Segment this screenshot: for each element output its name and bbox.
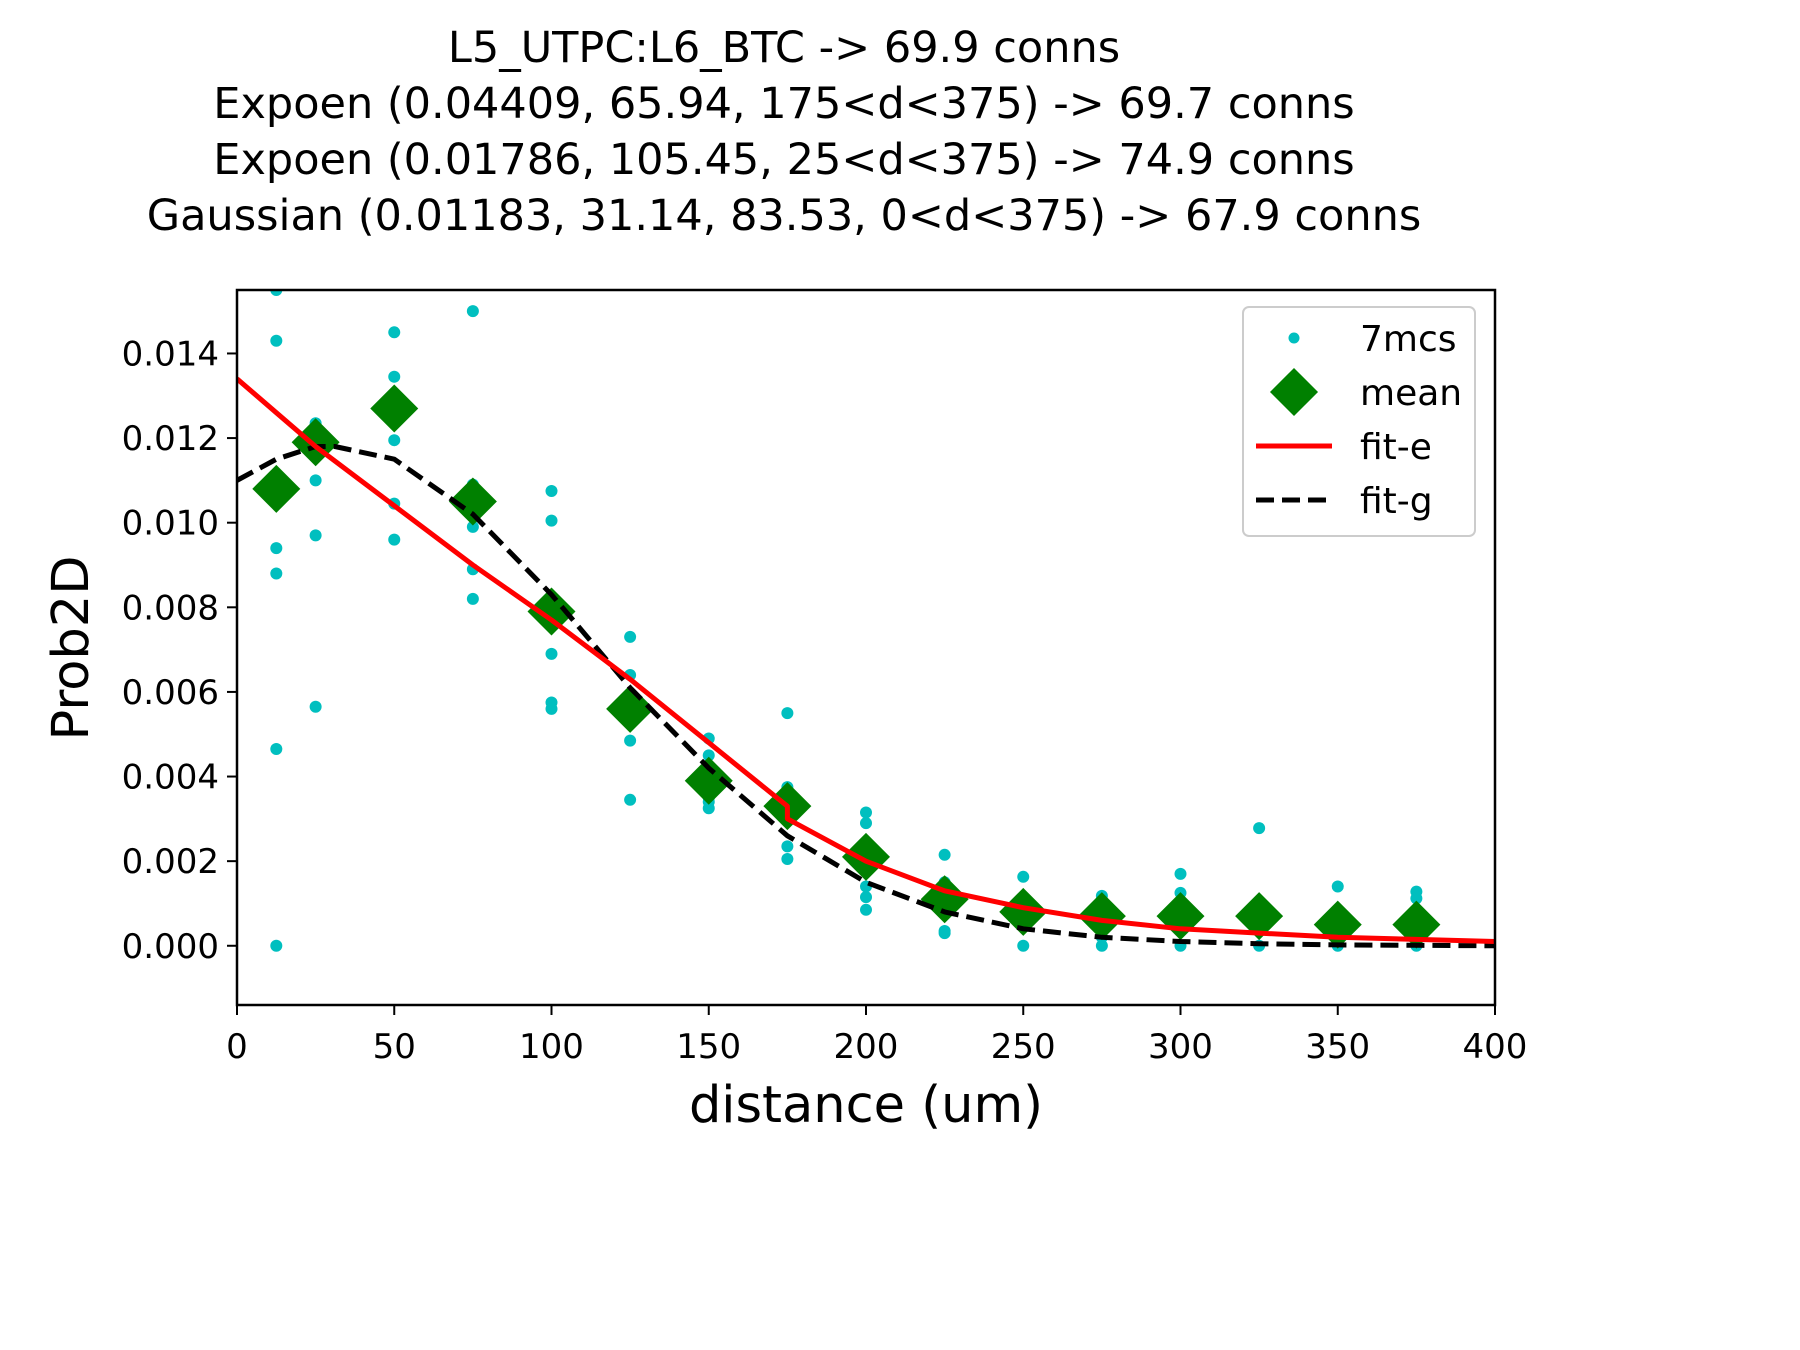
data-point-7mcs <box>702 802 715 815</box>
data-point-7mcs <box>270 290 283 296</box>
data-point-7mcs <box>545 484 558 497</box>
legend-marker-points <box>1288 332 1300 344</box>
data-point-7mcs <box>270 334 283 347</box>
data-point-7mcs <box>624 630 637 643</box>
x-tick-label: 50 <box>373 1027 416 1067</box>
data-point-7mcs <box>624 793 637 806</box>
data-point-7mcs <box>860 903 872 916</box>
mean-marker <box>527 587 576 636</box>
y-axis-label: Prob2D <box>42 556 101 741</box>
title-line-1: L5_UTPC:L6_BTC -> 69.9 conns <box>448 23 1120 73</box>
mean-marker <box>448 477 497 526</box>
data-point-7mcs <box>545 702 558 715</box>
data-point-7mcs <box>388 533 401 546</box>
x-tick-label: 0 <box>226 1027 248 1067</box>
data-point-7mcs <box>466 305 479 318</box>
title-line-3: Expoen (0.01786, 105.45, 25<d<375) -> 74… <box>213 135 1354 185</box>
plot-content <box>237 290 1495 952</box>
data-point-7mcs <box>270 542 283 555</box>
data-point-7mcs <box>1095 939 1108 952</box>
y-tick-label: 0.010 <box>122 504 219 544</box>
data-point-7mcs <box>938 848 951 861</box>
data-point-7mcs <box>781 840 794 853</box>
data-point-7mcs <box>388 326 401 339</box>
y-tick-label: 0.006 <box>122 673 219 713</box>
data-point-7mcs <box>388 370 401 383</box>
data-point-7mcs <box>270 567 283 580</box>
data-point-7mcs <box>1017 870 1030 883</box>
y-axis-ticks: 0.000 0.002 0.004 0.006 0.008 0.010 0.012 0.014 <box>122 334 237 967</box>
x-tick-label: 400 <box>1463 1027 1528 1067</box>
mean-marker <box>684 756 733 805</box>
x-axis-ticks: 0 50 100 150 200 250 300 350 400 <box>226 1005 1527 1067</box>
mean-marker <box>1235 892 1284 941</box>
data-point-7mcs <box>624 734 637 747</box>
x-tick-label: 150 <box>676 1027 741 1067</box>
data-point-7mcs <box>1331 880 1344 893</box>
data-point-7mcs <box>1253 822 1266 835</box>
data-point-7mcs <box>1017 939 1030 952</box>
fit-e-line <box>237 376 1495 944</box>
mean-marker <box>1156 892 1205 941</box>
data-point-7mcs <box>545 647 558 660</box>
data-point-7mcs <box>545 514 558 527</box>
data-point-7mcs <box>270 743 283 756</box>
data-point-7mcs <box>466 520 479 533</box>
x-tick-label: 250 <box>991 1027 1056 1067</box>
data-point-7mcs <box>309 529 322 542</box>
data-point-7mcs <box>309 474 322 487</box>
mean-marker <box>1077 892 1126 941</box>
legend-label-points: 7mcs <box>1360 319 1457 360</box>
legend-label-mean: mean <box>1360 373 1462 414</box>
mean-marker <box>842 832 890 881</box>
data-point-7mcs <box>860 817 872 830</box>
data-point-7mcs <box>781 853 794 866</box>
data-point-7mcs <box>781 707 794 720</box>
mean-marker <box>252 464 301 513</box>
legend: 7mcs mean fit-e fit-g <box>1242 306 1476 537</box>
x-tick-label: 350 <box>1305 1027 1370 1067</box>
data-point-7mcs <box>860 806 872 819</box>
legend-label-fit-g: fit-g <box>1360 481 1433 522</box>
y-tick-label: 0.012 <box>122 419 219 459</box>
y-tick-label: 0.000 <box>122 927 219 967</box>
x-axis-label: distance (um) <box>689 1076 1043 1135</box>
legend-label-fit-e: fit-e <box>1360 427 1432 468</box>
mean-marker <box>1313 900 1362 949</box>
fit-g-line <box>237 444 1495 949</box>
y-tick-label: 0.002 <box>122 842 219 882</box>
y-tick-label: 0.014 <box>122 334 219 374</box>
data-point-7mcs <box>702 749 715 762</box>
y-tick-label: 0.008 <box>122 588 219 628</box>
x-tick-label: 300 <box>1148 1027 1213 1067</box>
data-point-7mcs <box>388 434 401 447</box>
data-point-7mcs <box>938 927 951 940</box>
data-point-7mcs <box>466 592 479 605</box>
title-line-2: Expoen (0.04409, 65.94, 175<d<375) -> 69… <box>213 79 1354 129</box>
mean-marker <box>999 887 1048 936</box>
data-point-7mcs <box>1174 867 1187 880</box>
legend-box <box>1242 306 1476 537</box>
mean-marker <box>370 384 419 433</box>
y-tick-label: 0.004 <box>122 758 219 798</box>
title-line-4: Gaussian (0.01183, 31.14, 83.53, 0<d<375… <box>147 191 1421 241</box>
data-point-7mcs <box>309 700 322 713</box>
chart-title: L5_UTPC:L6_BTC -> 69.9 conns Expoen (0.0… <box>147 23 1421 241</box>
x-tick-label: 200 <box>834 1027 899 1067</box>
data-point-7mcs <box>1410 892 1423 905</box>
data-point-7mcs <box>860 891 872 904</box>
data-point-7mcs <box>270 939 283 952</box>
x-tick-label: 100 <box>519 1027 584 1067</box>
